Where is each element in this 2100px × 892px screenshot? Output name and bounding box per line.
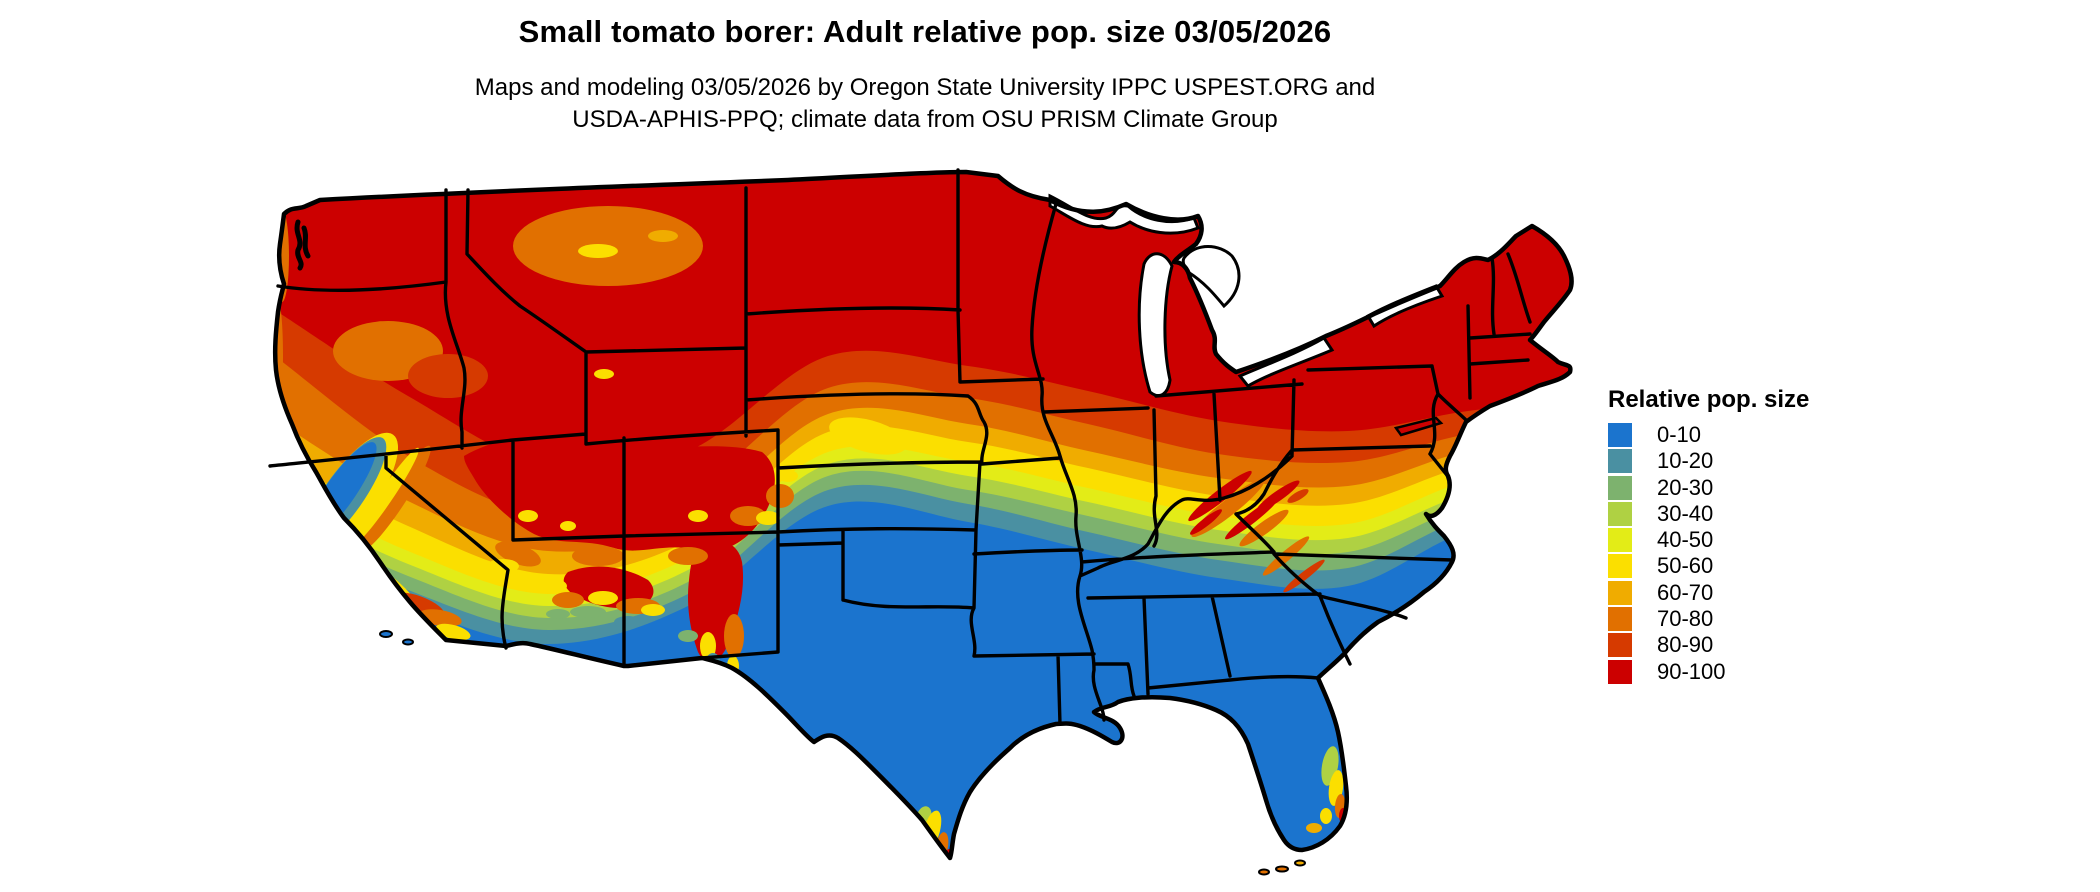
legend-label: 30-40 bbox=[1657, 500, 1714, 526]
island bbox=[1294, 859, 1306, 867]
legend-row: 20-30 bbox=[1608, 474, 1868, 500]
legend-swatch bbox=[1608, 580, 1632, 605]
legend-title: Relative pop. size bbox=[1608, 386, 1810, 413]
figure-title: Small tomato borer: Adult relative pop. … bbox=[518, 14, 1332, 49]
legend-row: 70-80 bbox=[1608, 606, 1868, 632]
legend-row: 50-60 bbox=[1608, 553, 1868, 579]
legend-row: 60-70 bbox=[1608, 579, 1868, 605]
legend-swatch bbox=[1608, 633, 1632, 658]
figure-subtitle: Maps and modeling 03/05/2026 by Oregon S… bbox=[0, 72, 1850, 136]
legend-swatch bbox=[1608, 449, 1632, 474]
legend-rows: 0-10 10-20 20-30 30-40 40-50 50-60 60-70 70-80 8… bbox=[1608, 422, 1868, 684]
legend-swatch bbox=[1608, 554, 1632, 579]
legend-swatch bbox=[1608, 659, 1632, 684]
figure-subtitle-line1: Maps and modeling 03/05/2026 by Oregon S… bbox=[474, 74, 1376, 101]
legend-label: 10-20 bbox=[1657, 448, 1714, 474]
choropleth-map bbox=[268, 168, 1574, 876]
legend-row: 10-20 bbox=[1608, 448, 1868, 474]
island bbox=[379, 630, 393, 638]
legend-label: 70-80 bbox=[1657, 606, 1714, 632]
legend-label: 40-50 bbox=[1657, 527, 1714, 553]
great-lake bbox=[1137, 252, 1174, 397]
legend-label: 60-70 bbox=[1657, 579, 1714, 605]
legend-row: 30-40 bbox=[1608, 500, 1868, 526]
island bbox=[402, 638, 414, 646]
great-lake bbox=[1237, 335, 1335, 388]
legend-swatch bbox=[1608, 528, 1632, 553]
island bbox=[1275, 865, 1289, 873]
legend-swatch bbox=[1608, 423, 1632, 447]
figure-subtitle-line2: USDA-APHIS-PPQ; climate data from OSU PR… bbox=[572, 106, 1278, 133]
figure-header: Small tomato borer: Adult relative pop. … bbox=[0, 14, 1850, 136]
legend-label: 20-30 bbox=[1657, 474, 1714, 500]
legend-row: 40-50 bbox=[1608, 527, 1868, 553]
legend-label: 80-90 bbox=[1657, 632, 1714, 658]
long-island bbox=[1393, 416, 1444, 437]
island bbox=[1258, 868, 1270, 876]
legend-label: 90-100 bbox=[1657, 658, 1726, 684]
puget-sound bbox=[294, 219, 311, 271]
legend: Relative pop. size 0-10 10-20 20-30 30-40 40… bbox=[1608, 386, 1868, 684]
legend-row: 0-10 bbox=[1608, 422, 1868, 447]
legend-label: 50-60 bbox=[1657, 553, 1714, 579]
legend-row: 80-90 bbox=[1608, 632, 1868, 658]
legend-swatch bbox=[1608, 475, 1632, 500]
conus-outline bbox=[272, 169, 1574, 861]
legend-label: 0-10 bbox=[1657, 422, 1702, 447]
legend-swatch bbox=[1608, 607, 1632, 632]
legend-swatch bbox=[1608, 501, 1632, 526]
state-borders bbox=[268, 168, 1532, 726]
legend-row: 90-100 bbox=[1608, 658, 1868, 684]
great-lake bbox=[1048, 193, 1200, 235]
us-map bbox=[268, 166, 1578, 892]
